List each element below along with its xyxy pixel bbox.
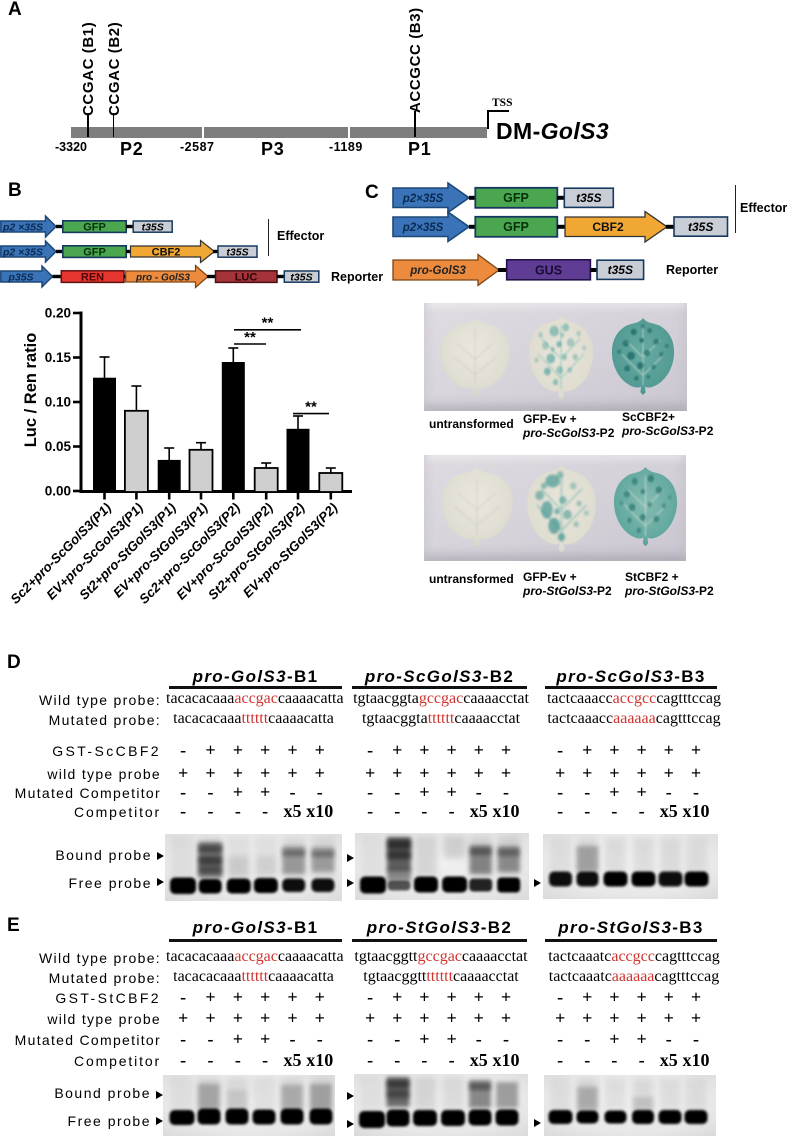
svg-text:GFP: GFP [83, 222, 106, 234]
svg-text:t35S: t35S [608, 263, 633, 277]
svg-text:LUC: LUC [235, 272, 258, 284]
svg-text:p2 ×35S: p2 ×35S [2, 246, 43, 258]
svg-text:pro-GolS3: pro-GolS3 [409, 265, 466, 277]
svg-text:t35S: t35S [688, 220, 713, 234]
svg-text:GFP: GFP [83, 247, 106, 259]
svg-text:t35S: t35S [142, 221, 164, 233]
svg-text:**: ** [305, 398, 317, 415]
svg-text:t35S: t35S [576, 191, 601, 205]
svg-text:REN: REN [81, 272, 104, 284]
svg-text:0.10: 0.10 [45, 395, 71, 410]
svg-text:t35S: t35S [290, 271, 312, 283]
svg-text:0.20: 0.20 [45, 306, 71, 321]
svg-text:0.05: 0.05 [45, 439, 72, 454]
svg-text:Luc / Ren ratio: Luc / Ren ratio [22, 333, 40, 448]
svg-text:p2 ×35S: p2 ×35S [2, 221, 43, 233]
svg-text:pro - GolS3: pro - GolS3 [135, 273, 190, 284]
svg-text:**: ** [262, 315, 274, 332]
svg-text:p35S: p35S [7, 271, 33, 283]
svg-text:CBF2: CBF2 [152, 247, 181, 259]
svg-text:t35S: t35S [226, 246, 248, 258]
svg-text:0.00: 0.00 [45, 484, 71, 499]
svg-text:GFP: GFP [503, 220, 529, 234]
svg-text:**: ** [244, 329, 256, 346]
svg-text:CBF2: CBF2 [592, 220, 624, 234]
svg-text:0.15: 0.15 [45, 350, 72, 365]
svg-text:GFP: GFP [503, 191, 529, 205]
svg-text:GUS: GUS [535, 264, 562, 278]
svg-text:p2×35S: p2×35S [402, 193, 444, 205]
svg-text:p2×35S: p2×35S [402, 222, 444, 234]
